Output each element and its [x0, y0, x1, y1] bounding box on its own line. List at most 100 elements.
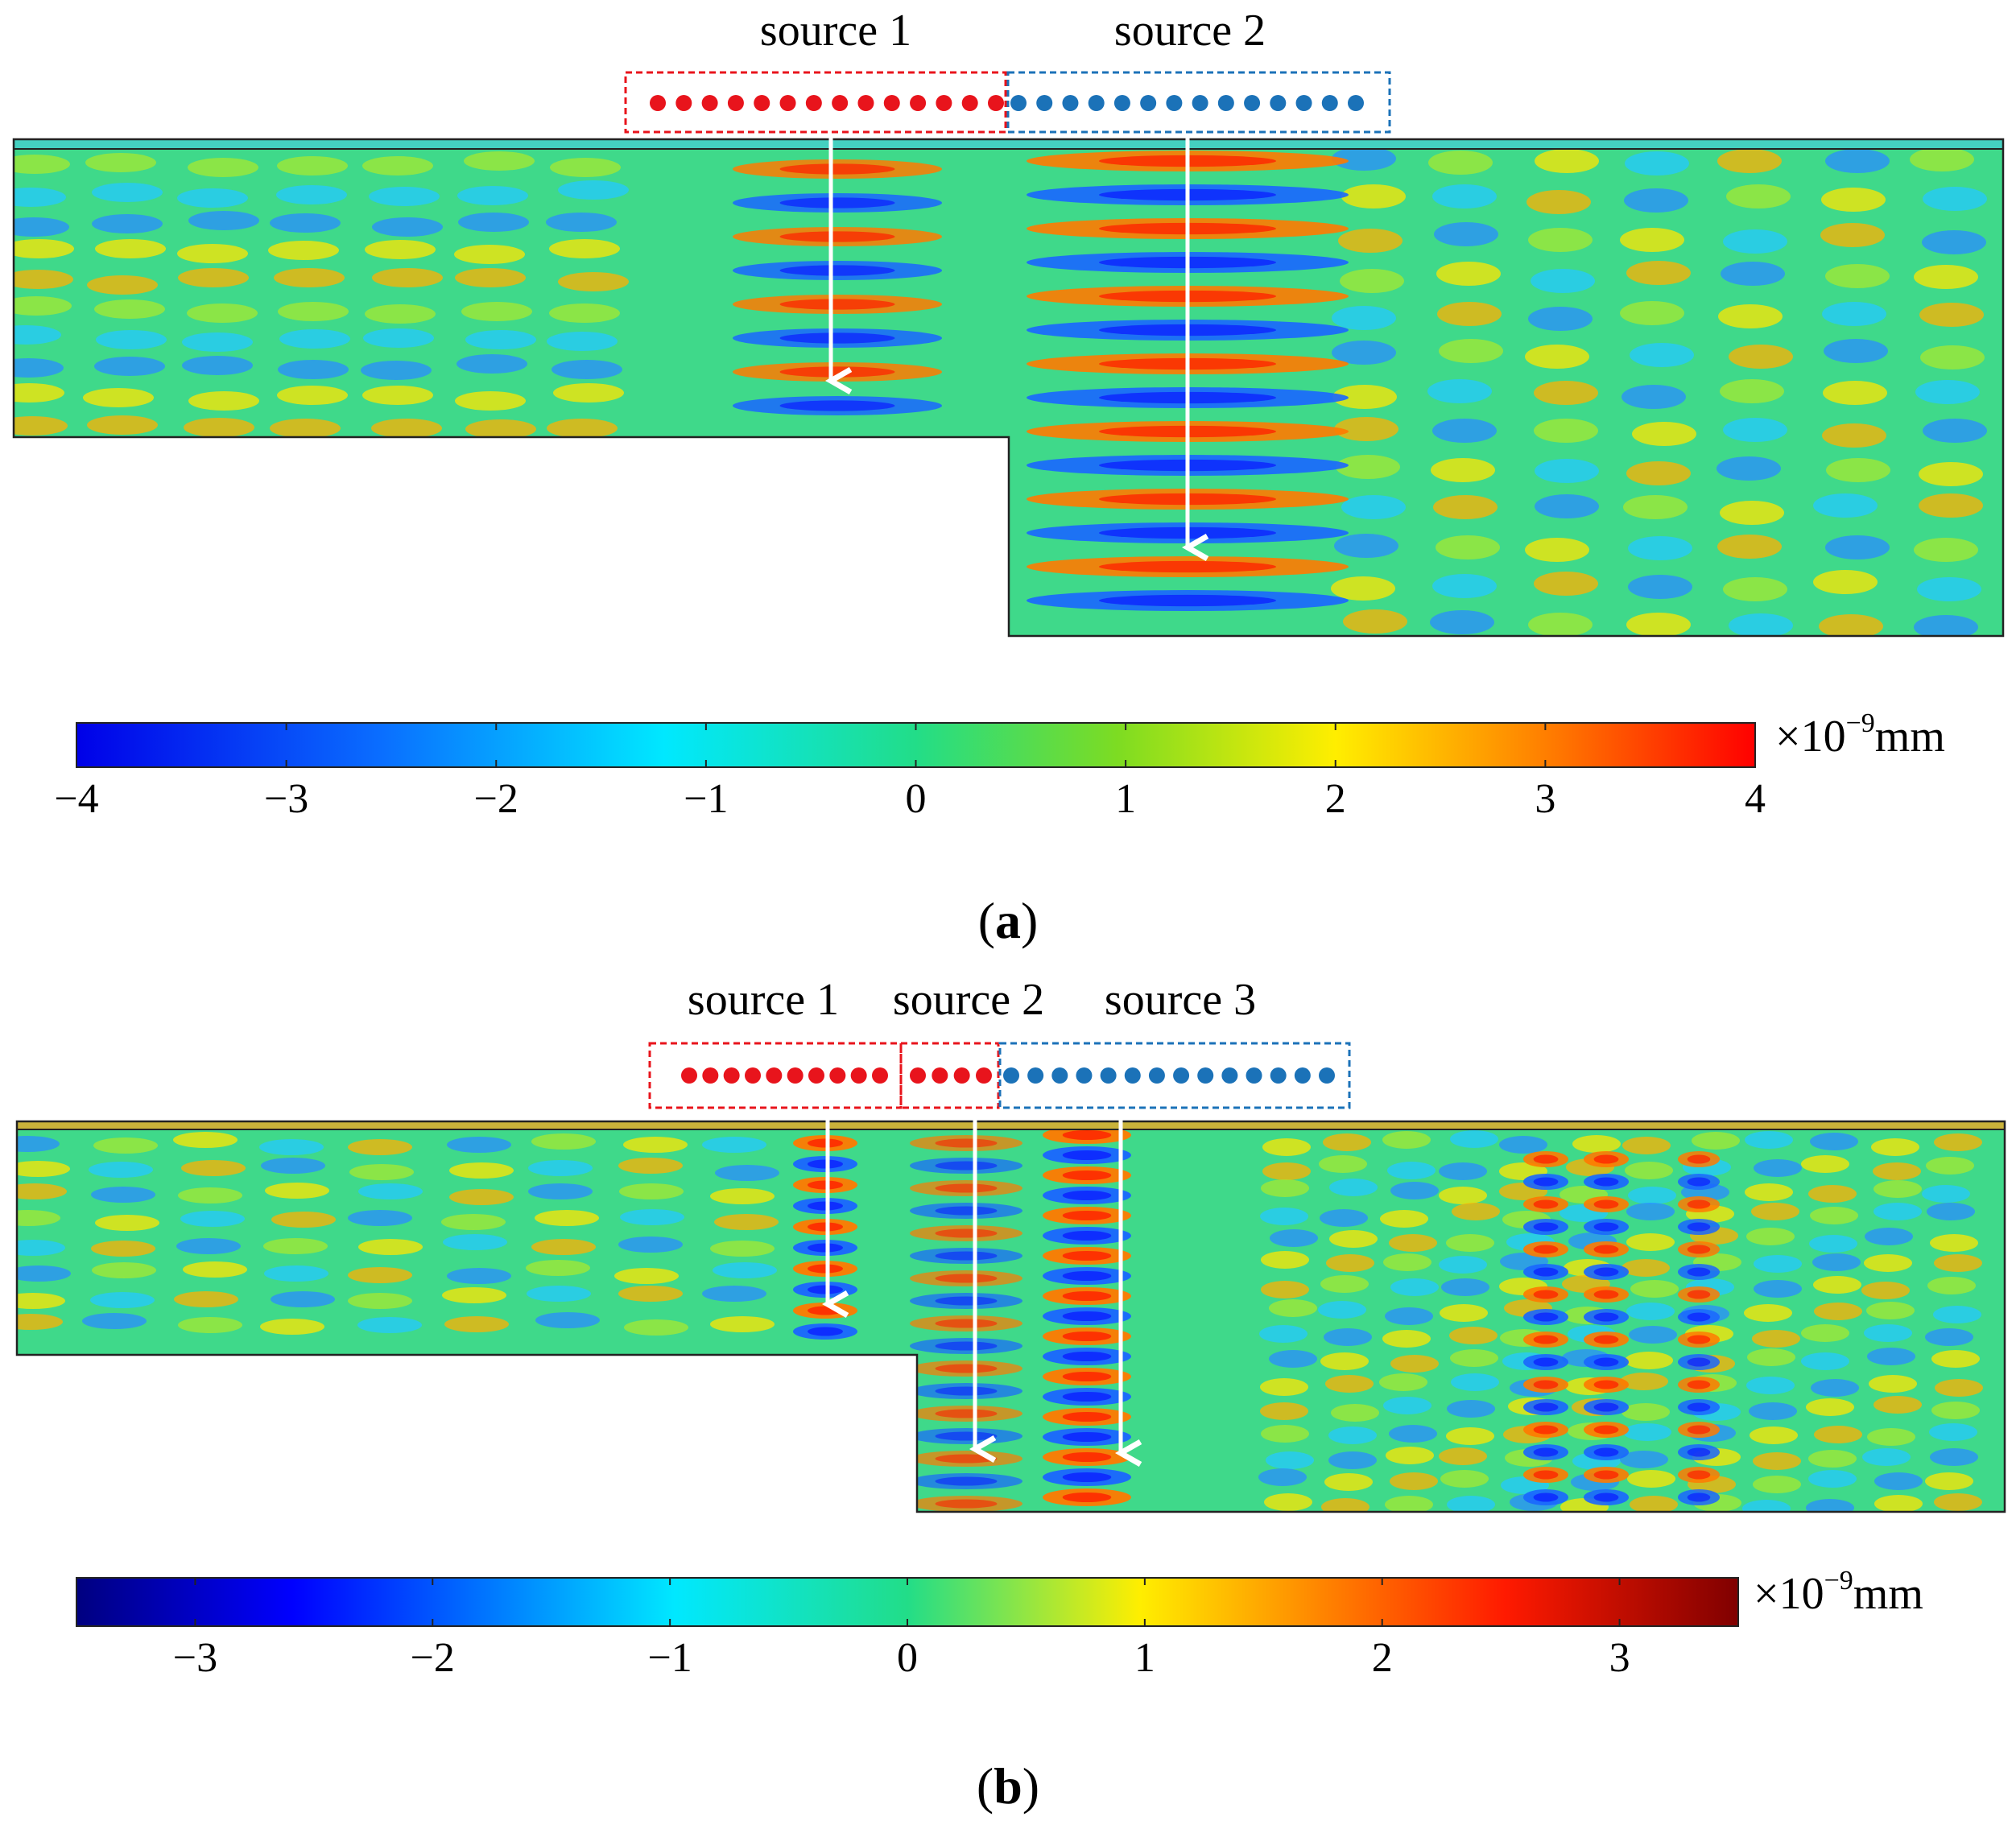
- colorbar-tick-label: −1: [684, 776, 728, 822]
- colorbar-tick-label: −3: [173, 1635, 217, 1681]
- source-box-b-3: [998, 1042, 1351, 1109]
- source-box-b-2: [899, 1042, 1000, 1109]
- source-label-a-2: source 2: [1114, 6, 1266, 56]
- source-dot: [805, 95, 822, 111]
- source-dots-a-1: [650, 95, 1004, 111]
- source-box-a-2: [1006, 71, 1391, 134]
- source-dot: [745, 1067, 761, 1084]
- colorbar-unit-a: ×10−9mm: [1775, 708, 1945, 762]
- source-dot: [1113, 95, 1130, 111]
- colorbar-tick-label: 0: [897, 1635, 918, 1681]
- source-dot: [1003, 1067, 1019, 1084]
- colorbar-tick-label: −4: [54, 776, 98, 822]
- panel-a: source 1 source 2 −4 −3 −2 −1 0 1 2 3 4 ×10−9mm …: [12, 6, 2005, 949]
- source-dot: [1051, 1067, 1068, 1084]
- source-dot: [779, 95, 796, 111]
- colorbar-tick-label: 3: [1535, 776, 1555, 822]
- colorbar-tick-label: −1: [647, 1635, 692, 1681]
- source-label-b-2: source 2: [893, 975, 1044, 1025]
- source-dot: [857, 95, 874, 111]
- source-dot: [976, 1067, 992, 1084]
- source-dot: [1192, 95, 1208, 111]
- colorbar-tick-label: −2: [411, 1635, 455, 1681]
- source-dot: [932, 1067, 948, 1084]
- source-dot: [1140, 95, 1157, 111]
- source-dot: [953, 1067, 970, 1084]
- colorbar-tick-label: −3: [264, 776, 308, 822]
- source-box-b-1: [648, 1042, 903, 1109]
- source-dot: [988, 95, 1004, 111]
- source-dot: [1062, 95, 1079, 111]
- colorbar-tick-label: 4: [1745, 776, 1766, 822]
- colorbar-ticks-a: −4 −3 −2 −1 0 1 2 3 4: [54, 723, 1766, 822]
- domain-outline-b: [15, 1120, 2006, 1513]
- source-dots-b-2: [910, 1067, 992, 1084]
- source-dot: [702, 1067, 719, 1084]
- source-dot: [850, 1067, 867, 1084]
- colorbar-tick-label: 1: [1115, 776, 1136, 822]
- source-dot: [1295, 95, 1312, 111]
- domain-outline-a: [12, 138, 2005, 638]
- source-dot: [1010, 95, 1027, 111]
- source-dot: [727, 95, 744, 111]
- source-dots-b-1: [681, 1067, 888, 1084]
- source-dot: [1076, 1067, 1093, 1084]
- source-dot: [1321, 95, 1338, 111]
- source-dot: [1027, 1067, 1044, 1084]
- field-domain-a: [14, 139, 2003, 636]
- source-dot: [1319, 1067, 1335, 1084]
- source-dot: [1197, 1067, 1214, 1084]
- source-dot: [1294, 1067, 1311, 1084]
- source-dot: [1221, 1067, 1238, 1084]
- source-dot: [787, 1067, 804, 1084]
- source-dot: [1100, 1067, 1117, 1084]
- colorbar-unit-b: ×10−9mm: [1754, 1566, 1923, 1619]
- source-dot: [1166, 95, 1183, 111]
- source-dot: [808, 1067, 824, 1084]
- colorbar-tick-label: 1: [1134, 1635, 1155, 1681]
- source-dot: [1124, 1067, 1141, 1084]
- source-dot: [936, 95, 952, 111]
- source-dots-b-3: [1003, 1067, 1335, 1084]
- source-dot: [872, 1067, 888, 1084]
- colorbar-tick-label: 3: [1609, 1635, 1630, 1681]
- source-label-b-3: source 3: [1105, 975, 1256, 1025]
- colorbar-tick-label: 0: [906, 776, 927, 822]
- source-dot: [910, 95, 927, 111]
- source-dot: [1348, 95, 1364, 111]
- source-dot: [883, 95, 900, 111]
- source-dot: [723, 1067, 740, 1084]
- source-dot: [754, 95, 770, 111]
- source-dot: [1148, 1067, 1165, 1084]
- source-dot: [650, 95, 666, 111]
- source-dot: [1173, 1067, 1190, 1084]
- source-dot: [910, 1067, 926, 1084]
- source-dot: [961, 95, 978, 111]
- colorbar-ticks-b: −3 −2 −1 0 1 2 3: [173, 1578, 1630, 1681]
- colorbar-tick-label: −2: [474, 776, 518, 822]
- source-dot: [766, 1067, 783, 1084]
- source-dot: [832, 95, 849, 111]
- source-dot: [1246, 1067, 1262, 1084]
- panel-b: source 1 source 2 source 3 −3 −2 −1 0 1 2 3 ×1…: [15, 975, 2006, 1815]
- colorbar-tick-label: 2: [1372, 1635, 1393, 1681]
- source-dot: [1088, 95, 1105, 111]
- source-dot: [1270, 1067, 1287, 1084]
- source-dot: [675, 95, 692, 111]
- source-dot: [1036, 95, 1053, 111]
- source-dots-a-2: [1010, 95, 1364, 111]
- field-domain-b: [17, 1121, 2005, 1512]
- source-label-b-1: source 1: [688, 975, 839, 1025]
- source-dot: [701, 95, 718, 111]
- caption-b: (b): [977, 1757, 1039, 1815]
- source-box-a-1: [624, 71, 1007, 134]
- caption-a: (a): [978, 892, 1039, 949]
- colorbar-tick-label: 2: [1325, 776, 1346, 822]
- source-dot: [681, 1067, 697, 1084]
- source-label-a-1: source 1: [760, 6, 911, 56]
- source-dot: [1244, 95, 1261, 111]
- source-dot: [1270, 95, 1287, 111]
- source-dot: [829, 1067, 846, 1084]
- source-dot: [1217, 95, 1234, 111]
